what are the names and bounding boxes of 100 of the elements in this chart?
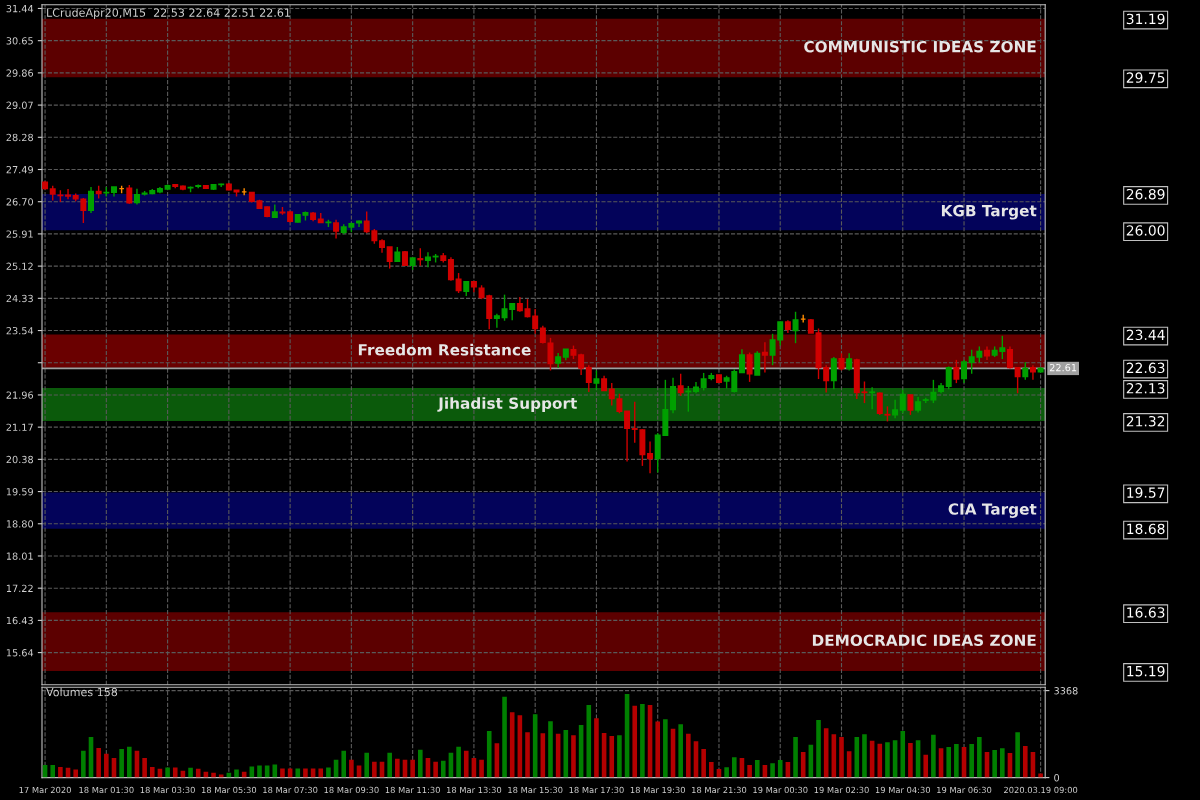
x-tick-label: 18 Mar 13:30 [447, 786, 502, 794]
candlestick [869, 386, 876, 410]
bar [885, 742, 890, 778]
y-tick-label: 3368 [1054, 687, 1078, 695]
bar [395, 758, 400, 778]
bar [257, 765, 262, 778]
y-tick-label: 16.43 [6, 616, 33, 625]
y2-tick-label: 26.00 [1126, 225, 1165, 236]
bar [900, 731, 906, 778]
x-tick-label: 18 Mar 15:30 [508, 786, 563, 794]
x-tick-label: 19 Mar 00:30 [753, 786, 808, 794]
y2-tick-label: 15.19 [1127, 665, 1165, 677]
bar [908, 742, 913, 778]
bar [954, 744, 959, 778]
y2-tick-label: 21.32 [1126, 416, 1165, 427]
y-tick-label: 23.54 [6, 327, 34, 335]
y-tick-label: 31.44 [6, 4, 34, 13]
bar [410, 759, 415, 778]
bar [372, 761, 377, 778]
candlestick [333, 218, 340, 240]
y-tick-label: 30.65 [6, 37, 33, 45]
bar [754, 760, 760, 778]
y2-tick-label: 26.89 [1126, 188, 1165, 200]
bar [877, 743, 883, 778]
x-tick-label: 2020.03.19 09:00 [1004, 786, 1078, 794]
bar [525, 732, 530, 778]
x-tick-label: 18 Mar 07:30 [263, 786, 318, 794]
candlestick [647, 440, 654, 474]
y2-tick-label: 22.13 [1126, 382, 1165, 394]
candlestick [447, 256, 454, 282]
candlestick [1029, 364, 1036, 381]
chart-title: Volumes 158 [46, 687, 118, 697]
candlestick [88, 186, 95, 214]
bar [463, 750, 469, 778]
bar [433, 761, 438, 778]
bar [73, 769, 78, 778]
y-tick-label: 17.22 [6, 584, 33, 592]
y-tick-label: 29.86 [6, 69, 34, 77]
x-tick-label: 18 Mar 21:30 [692, 786, 747, 794]
candlestick [126, 184, 133, 205]
candlestick [738, 348, 745, 374]
bar [1000, 748, 1005, 778]
bar [571, 735, 576, 778]
band-label: CIA Target [948, 503, 1037, 518]
x-tick-label: 19 Mar 06:30 [937, 786, 992, 794]
y2-tick-label: 29.75 [1126, 72, 1165, 83]
band-label: COMMUNISTIC IDEAS ZONE [804, 40, 1036, 53]
bar [234, 769, 239, 778]
candlestick [386, 246, 393, 270]
bar [632, 705, 638, 778]
candlestick [907, 394, 914, 416]
candlestick [876, 391, 883, 416]
y-tick-label: 28.28 [6, 133, 33, 142]
band-label: Jihadist Support [437, 397, 577, 412]
bar [127, 746, 132, 778]
x-tick-label: 18 Mar 01:30 [79, 786, 134, 794]
band-label: Freedom Resistance [358, 343, 531, 356]
ref-line-label: 22.61 [1049, 363, 1077, 372]
bar [364, 752, 369, 778]
y-tick-label: 15.64 [6, 649, 34, 657]
y2-tick-label: 22.63 [1126, 362, 1165, 374]
y-tick-label: 18.80 [6, 520, 34, 528]
candlestick [493, 313, 500, 329]
y-tick-label: 21.17 [6, 423, 33, 431]
bar [548, 721, 553, 778]
candlestick [953, 359, 960, 384]
bar [655, 721, 660, 778]
bar [81, 750, 86, 778]
y2-tick-label: 19.57 [1127, 487, 1165, 498]
bar [609, 736, 615, 778]
candlestick [424, 251, 431, 269]
y-tick-label: 27.49 [6, 165, 33, 174]
bar [195, 768, 201, 778]
candlestick [593, 369, 600, 391]
bar [709, 762, 714, 778]
candlestick [746, 351, 753, 383]
y-tick-label: 19.59 [6, 488, 33, 496]
candlestick [677, 373, 684, 397]
x-tick-label: 19 Mar 02:30 [814, 786, 869, 794]
bar [341, 750, 347, 778]
bar [1015, 732, 1020, 778]
bar [387, 752, 392, 778]
candlestick [585, 364, 592, 393]
y-tick-label: 25.12 [6, 262, 33, 270]
bar [303, 768, 308, 778]
bar [793, 737, 798, 778]
bar [701, 748, 706, 778]
x-tick-label: 18 Mar 09:30 [324, 786, 379, 794]
chart-title: LCrudeApr20,M15 22.53 22.64 22.51 22.61 [47, 8, 290, 19]
candlestick [624, 410, 631, 463]
bar [318, 768, 324, 778]
bar [724, 767, 729, 778]
x-tick-label: 18 Mar 19:30 [630, 786, 685, 794]
bar [188, 767, 193, 778]
bar [349, 759, 354, 778]
bar [969, 744, 974, 778]
bar [923, 754, 929, 778]
bar [58, 767, 63, 778]
x-tick-label: 18 Mar 17:30 [569, 786, 624, 794]
bar [946, 747, 952, 778]
